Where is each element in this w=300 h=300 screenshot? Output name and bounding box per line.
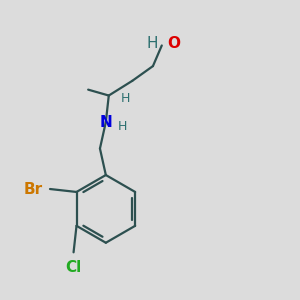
Text: N: N xyxy=(100,115,112,130)
Text: H: H xyxy=(120,92,130,105)
Text: O: O xyxy=(167,37,180,52)
Text: Cl: Cl xyxy=(65,260,82,275)
Text: H: H xyxy=(147,37,158,52)
Text: Br: Br xyxy=(23,182,43,196)
Text: H: H xyxy=(117,120,127,133)
